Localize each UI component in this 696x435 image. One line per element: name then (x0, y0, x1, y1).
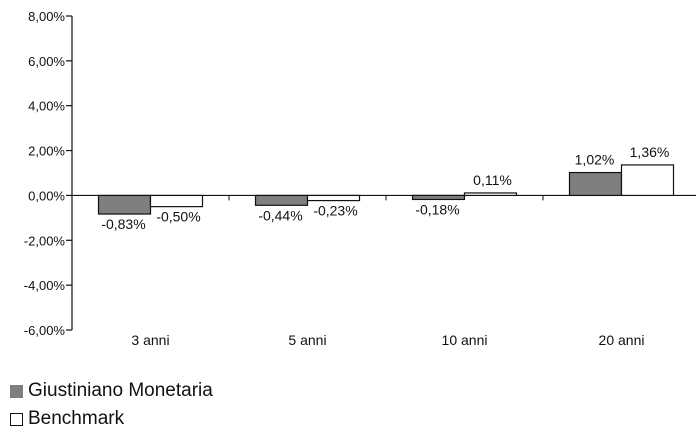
bar (306, 194, 361, 202)
bar (97, 194, 152, 215)
data-label: 1,36% (630, 144, 670, 160)
y-tick-label: -6,00% (24, 323, 66, 338)
legend-swatch-benchmark (10, 412, 23, 426)
data-label: -0,18% (415, 201, 459, 217)
bar (411, 194, 466, 201)
y-tick-label: 2,00% (28, 144, 65, 159)
data-label: 0,11% (473, 172, 512, 188)
legend-item-giustiniano: Giustiniano Monetaria (10, 380, 213, 402)
y-tick-label: -2,00% (24, 233, 66, 248)
legend-item-benchmark: Benchmark (10, 408, 124, 430)
y-tick-label: 6,00% (28, 54, 65, 69)
data-label: -0,83% (101, 216, 145, 232)
chart-bars (97, 164, 675, 215)
bar (149, 194, 204, 208)
bar-chart: -6,00% -4,00% -2,00% 0,00% 2,00% 4,00% 6,00% 8,… (24, 9, 696, 348)
y-tick-label: 8,00% (28, 9, 65, 24)
legend-swatch-giustiniano (10, 384, 23, 398)
bar (463, 192, 518, 197)
bar (568, 171, 623, 197)
x-tick-label: 5 anni (288, 332, 326, 348)
data-label: -0,44% (258, 207, 302, 223)
y-tick-label: 4,00% (28, 99, 65, 114)
data-label: -0,23% (313, 203, 357, 219)
bar (620, 164, 675, 197)
x-tick-label: 3 anni (131, 332, 169, 348)
data-label: 1,02% (575, 152, 615, 168)
x-tick-label: 20 anni (599, 332, 645, 348)
legend-label-benchmark: Benchmark (28, 408, 125, 429)
x-tick-label: 10 anni (442, 332, 488, 348)
y-tick-label: -4,00% (24, 278, 66, 293)
bar (254, 194, 309, 206)
y-tick-label: 0,00% (28, 188, 65, 203)
data-label: -0,50% (156, 209, 200, 225)
chart-labels: 3 anni 5 anni 10 anni 20 anni -0,83% -0,44% -0… (101, 144, 669, 348)
legend-label-giustiniano: Giustiniano Monetaria (28, 380, 213, 401)
